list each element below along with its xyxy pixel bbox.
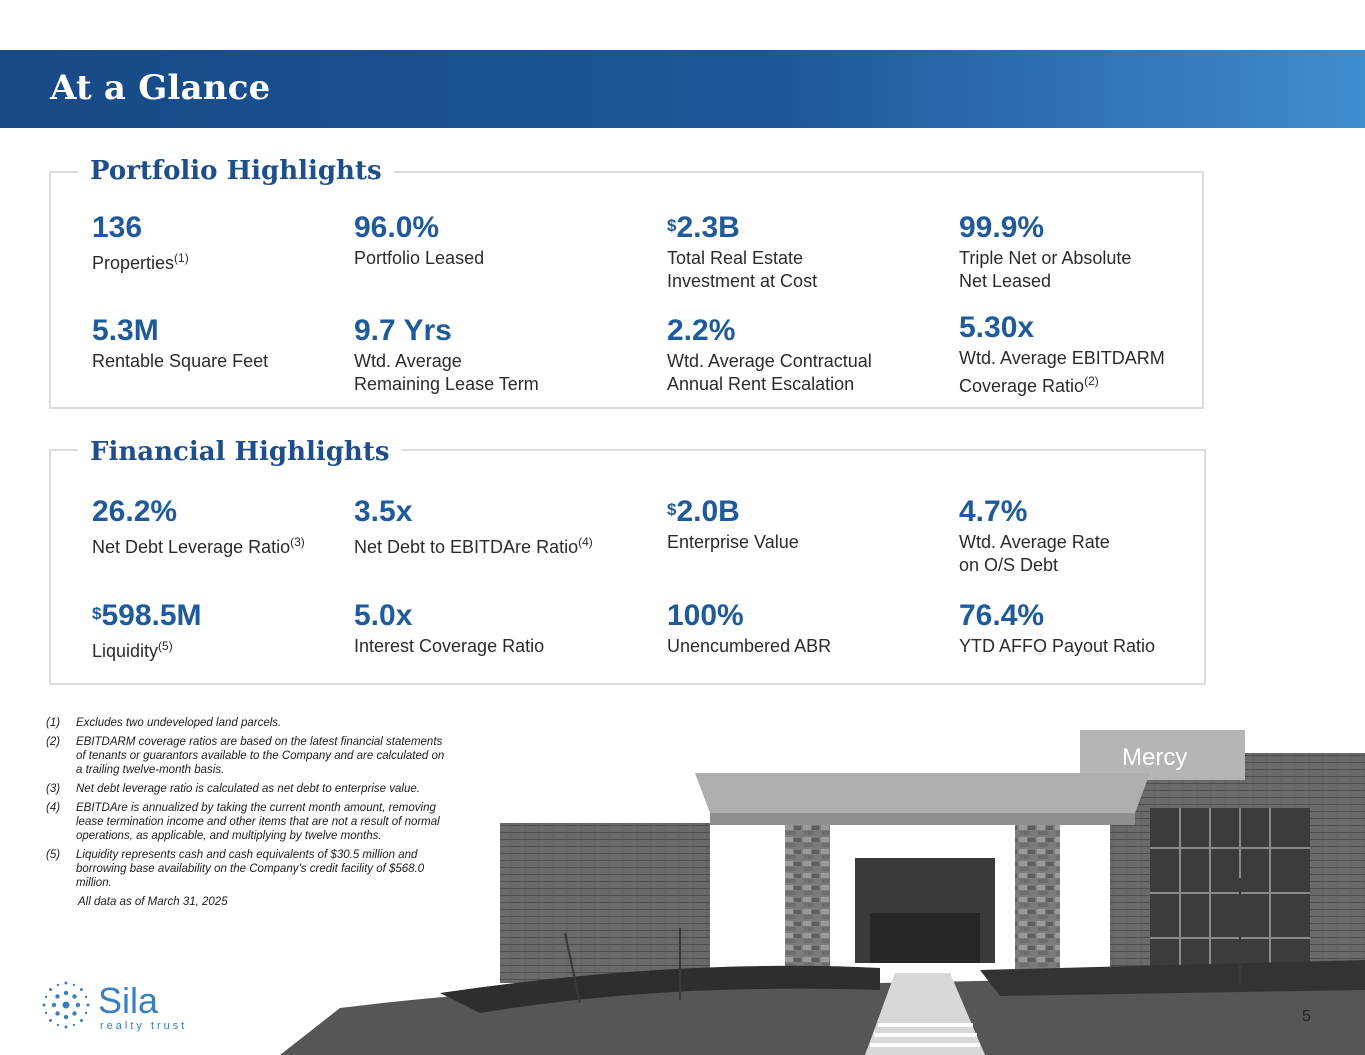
stat-value: 5.0x bbox=[354, 599, 413, 632]
stat-net-debt-ebitdare: 3.5x Net Debt to EBITDAre Ratio(4) bbox=[354, 496, 593, 559]
logo-name: Sila bbox=[98, 980, 159, 1021]
stat-value: 99.9% bbox=[959, 211, 1045, 244]
stat-value: 100% bbox=[667, 599, 744, 632]
stat-interest-coverage: 5.0x Interest Coverage Ratio bbox=[354, 600, 544, 658]
as-of-date: All data as of March 31, 2025 bbox=[78, 896, 228, 908]
footnote-item: (4) EBITDAre is annualized by taking the … bbox=[46, 802, 440, 842]
stat-value: $598.5M bbox=[92, 599, 202, 632]
financial-highlights-panel bbox=[49, 449, 1206, 685]
stat-value: 96.0% bbox=[354, 211, 440, 244]
building-photo: Mercy bbox=[280, 730, 1365, 1055]
footnote-item: (2) EBITDARM coverage ratios are based on… bbox=[46, 736, 445, 776]
stat-value: 76.4% bbox=[959, 599, 1045, 632]
footnotes: (1) Excludes two undeveloped land parcels… bbox=[46, 716, 446, 909]
stat-value: 5.3M bbox=[92, 314, 159, 347]
stat-label: Rentable Square Feet bbox=[92, 351, 269, 371]
stat-label: Wtd. Average Remaining Lease Term bbox=[354, 351, 539, 394]
stat-label: Wtd. Average Contractual Annual Rent Esca… bbox=[667, 351, 872, 394]
title-banner: At a Glance bbox=[0, 50, 1365, 128]
stat-label: Properties(1) bbox=[92, 251, 189, 273]
financial-highlights-title: Financial Highlights bbox=[78, 437, 402, 467]
stat-label: Liquidity(5) bbox=[92, 639, 173, 661]
stat-value: 9.7 Yrs bbox=[354, 314, 452, 347]
stat-label: Interest Coverage Ratio bbox=[354, 636, 545, 656]
stat-properties: 136 Properties(1) bbox=[92, 212, 189, 275]
stat-rentable-square-feet: 5.3M Rentable Square Feet bbox=[92, 315, 268, 373]
stat-value: 2.2% bbox=[667, 314, 736, 347]
stat-label: Portfolio Leased bbox=[354, 248, 485, 268]
stat-average-rate: 4.7% Wtd. Average Rate on O/S Debt bbox=[959, 496, 1110, 577]
stat-value: 5.30x bbox=[959, 311, 1035, 344]
stat-total-real-estate: $2.3B Total Real Estate Investment at Cos… bbox=[667, 212, 817, 293]
sign-text: Mercy bbox=[1122, 744, 1187, 771]
stat-unencumbered-abr: 100% Unencumbered ABR bbox=[667, 600, 831, 658]
stat-rent-escalation: 2.2% Wtd. Average Contractual Annual Rent… bbox=[667, 315, 872, 396]
stat-value: 4.7% bbox=[959, 495, 1028, 528]
stat-label: Wtd. Average EBITDARM Coverage Ratio(2) bbox=[959, 348, 1165, 396]
stat-portfolio-leased: 96.0% Portfolio Leased bbox=[354, 212, 484, 270]
footnote-item: (3) Net debt leverage ratio is calculated… bbox=[46, 783, 420, 795]
stat-value: 136 bbox=[92, 211, 143, 244]
stat-label: Unencumbered ABR bbox=[667, 636, 832, 656]
stat-label: Enterprise Value bbox=[667, 532, 799, 552]
stat-label: Net Debt Leverage Ratio(3) bbox=[92, 535, 305, 557]
portfolio-highlights-panel bbox=[49, 171, 1204, 409]
stat-liquidity: $598.5M Liquidity(5) bbox=[92, 600, 202, 663]
stat-label: Net Debt to EBITDAre Ratio(4) bbox=[354, 535, 593, 557]
stat-value: 26.2% bbox=[92, 495, 178, 528]
sila-logo: Sila realty trust bbox=[42, 980, 187, 1032]
page-number: 5 bbox=[1302, 1008, 1311, 1025]
stat-label: Wtd. Average Rate on O/S Debt bbox=[959, 532, 1110, 575]
footnote-item: (5) Liquidity represents cash and cash eq… bbox=[46, 849, 425, 889]
stat-label: Total Real Estate Investment at Cost bbox=[667, 248, 818, 291]
stat-affo-payout: 76.4% YTD AFFO Payout Ratio bbox=[959, 600, 1155, 658]
stat-value: $2.3B bbox=[667, 211, 740, 244]
stat-enterprise-value: $2.0B Enterprise Value bbox=[667, 496, 799, 554]
stat-triple-net: 99.9% Triple Net or Absolute Net Leased bbox=[959, 212, 1131, 293]
stat-label: YTD AFFO Payout Ratio bbox=[959, 636, 1156, 656]
page-title: At a Glance bbox=[50, 68, 271, 108]
footnote-item: (1) Excludes two undeveloped land parcels… bbox=[46, 717, 282, 729]
stat-value: 3.5x bbox=[354, 495, 413, 528]
stat-net-debt-leverage: 26.2% Net Debt Leverage Ratio(3) bbox=[92, 496, 305, 559]
portfolio-highlights-title: Portfolio Highlights bbox=[78, 156, 394, 186]
stat-label: Triple Net or Absolute Net Leased bbox=[959, 248, 1132, 291]
stat-remaining-lease-term: 9.7 Yrs Wtd. Average Remaining Lease Term bbox=[354, 315, 539, 396]
stat-value: $2.0B bbox=[667, 495, 740, 528]
stat-ebitdarm-coverage: 5.30x Wtd. Average EBITDARM Coverage Rati… bbox=[959, 312, 1165, 398]
logo-tagline: realty trust bbox=[100, 1020, 187, 1032]
